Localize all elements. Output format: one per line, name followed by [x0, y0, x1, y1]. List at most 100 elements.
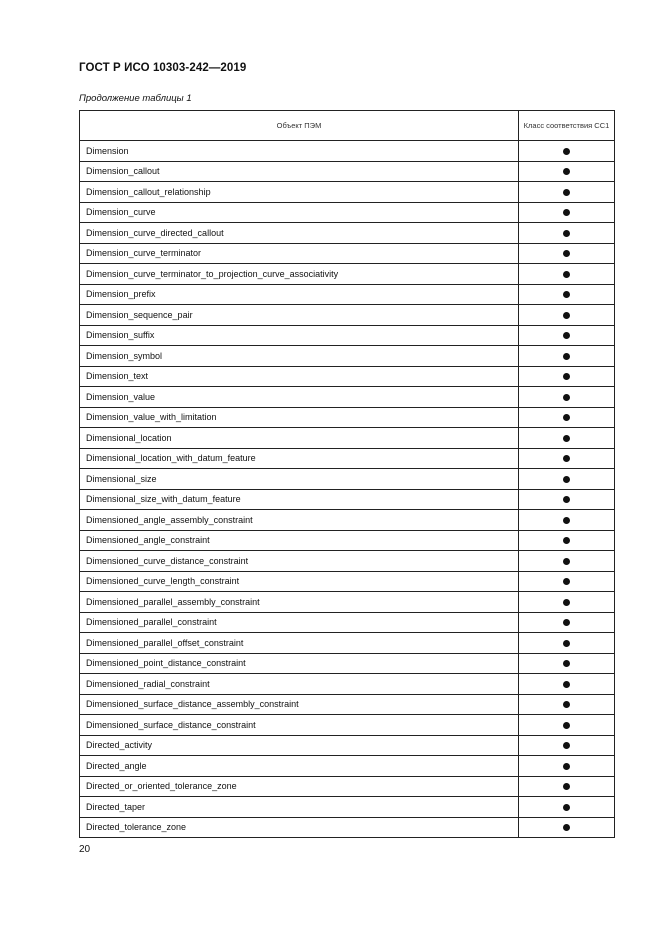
object-name: Dimension_suffix — [79, 324, 519, 346]
object-name: Dimension_curve — [79, 201, 519, 223]
object-name: Dimensional_size_with_datum_feature — [79, 488, 519, 510]
table-row: Dimension_curve_terminator_to_projection… — [79, 263, 615, 285]
conformance-cell — [518, 796, 615, 818]
table-row: Directed_or_oriented_tolerance_zone — [79, 775, 615, 797]
conformance-cell — [518, 611, 615, 633]
document-title: ГОСТ Р ИСО 10303-242—2019 — [79, 62, 247, 74]
table-row: Dimension_text — [79, 365, 615, 387]
filled-circle-icon — [563, 598, 570, 606]
conformance-cell — [518, 386, 615, 408]
table-row: Dimensional_size_with_datum_feature — [79, 488, 615, 510]
table-row: Dimensional_location — [79, 427, 615, 449]
table-row: Dimension_value_with_limitation — [79, 406, 615, 428]
conformance-cell — [518, 345, 615, 367]
table-row: Dimensioned_curve_distance_constraint — [79, 550, 615, 572]
header-conformance-class: Класс соответствия СС1 — [518, 110, 615, 141]
conformance-cell — [518, 734, 615, 756]
filled-circle-icon — [563, 721, 570, 729]
object-name: Directed_tolerance_zone — [79, 816, 519, 838]
table-row: Dimension — [79, 140, 615, 162]
filled-circle-icon — [563, 373, 570, 381]
filled-circle-icon — [563, 168, 570, 176]
table-row: Dimension_curve_directed_callout — [79, 222, 615, 244]
conformance-cell — [518, 632, 615, 654]
conformance-cell — [518, 755, 615, 777]
object-name: Dimension_callout — [79, 160, 519, 182]
filled-circle-icon — [563, 434, 570, 442]
table-caption: Продолжение таблицы 1 — [79, 93, 192, 104]
filled-circle-icon — [563, 680, 570, 688]
filled-circle-icon — [563, 578, 570, 586]
conformance-cell — [518, 160, 615, 182]
filled-circle-icon — [563, 516, 570, 524]
filled-circle-icon — [563, 639, 570, 647]
object-name: Dimensioned_surface_distance_constraint — [79, 714, 519, 736]
conformance-cell — [518, 222, 615, 244]
filled-circle-icon — [563, 414, 570, 422]
filled-circle-icon — [563, 803, 570, 811]
filled-circle-icon — [563, 475, 570, 483]
object-name: Directed_activity — [79, 734, 519, 756]
filled-circle-icon — [563, 209, 570, 217]
table-row: Dimension_value — [79, 386, 615, 408]
table-row: Dimensioned_parallel_assembly_constraint — [79, 591, 615, 613]
conformance-cell — [518, 775, 615, 797]
object-name: Dimension — [79, 140, 519, 162]
table-row: Dimension_sequence_pair — [79, 304, 615, 326]
object-name: Dimensioned_curve_length_constraint — [79, 570, 519, 592]
table-row: Dimension_symbol — [79, 345, 615, 367]
filled-circle-icon — [563, 701, 570, 709]
filled-circle-icon — [563, 393, 570, 401]
object-name: Dimension_prefix — [79, 283, 519, 305]
object-name: Dimensioned_parallel_constraint — [79, 611, 519, 633]
object-name: Dimensional_location — [79, 427, 519, 449]
table-row: Dimension_callout_relationship — [79, 181, 615, 203]
table-row: Dimensioned_angle_constraint — [79, 529, 615, 551]
filled-circle-icon — [563, 537, 570, 545]
object-name: Dimension_callout_relationship — [79, 181, 519, 203]
table-row: Dimension_curve — [79, 201, 615, 223]
table-row: Directed_tolerance_zone — [79, 816, 615, 838]
conformance-table: Объект ПЭМ Класс соответствия СС1 Dimens… — [79, 110, 615, 838]
conformance-cell — [518, 140, 615, 162]
table-header-row: Объект ПЭМ Класс соответствия СС1 — [79, 110, 615, 141]
object-name: Dimensioned_parallel_offset_constraint — [79, 632, 519, 654]
object-name: Dimensioned_point_distance_constraint — [79, 652, 519, 674]
table-row: Dimensioned_radial_constraint — [79, 673, 615, 695]
conformance-cell — [518, 304, 615, 326]
conformance-cell — [518, 693, 615, 715]
object-name: Dimension_curve_terminator — [79, 242, 519, 264]
filled-circle-icon — [563, 660, 570, 668]
conformance-cell — [518, 427, 615, 449]
table-row: Dimensioned_parallel_constraint — [79, 611, 615, 633]
object-name: Dimension_text — [79, 365, 519, 387]
table-row: Directed_taper — [79, 796, 615, 818]
table-row: Dimensioned_point_distance_constraint — [79, 652, 615, 674]
object-name: Dimension_curve_terminator_to_projection… — [79, 263, 519, 285]
table-row: Directed_activity — [79, 734, 615, 756]
filled-circle-icon — [563, 250, 570, 258]
object-name: Dimensional_location_with_datum_feature — [79, 447, 519, 469]
table-row: Directed_angle — [79, 755, 615, 777]
object-name: Dimension_sequence_pair — [79, 304, 519, 326]
table-row: Dimensioned_surface_distance_constraint — [79, 714, 615, 736]
object-name: Dimensioned_radial_constraint — [79, 673, 519, 695]
object-name: Dimension_value_with_limitation — [79, 406, 519, 428]
conformance-cell — [518, 488, 615, 510]
filled-circle-icon — [563, 783, 570, 791]
table-row: Dimension_prefix — [79, 283, 615, 305]
conformance-cell — [518, 365, 615, 387]
conformance-cell — [518, 816, 615, 838]
conformance-cell — [518, 529, 615, 551]
conformance-cell — [518, 570, 615, 592]
object-name: Directed_taper — [79, 796, 519, 818]
conformance-cell — [518, 673, 615, 695]
filled-circle-icon — [563, 229, 570, 237]
conformance-cell — [518, 591, 615, 613]
filled-circle-icon — [563, 496, 570, 504]
conformance-cell — [518, 324, 615, 346]
table-row: Dimensioned_surface_distance_assembly_co… — [79, 693, 615, 715]
table-row: Dimension_curve_terminator — [79, 242, 615, 264]
filled-circle-icon — [563, 455, 570, 463]
table-row: Dimension_callout — [79, 160, 615, 182]
